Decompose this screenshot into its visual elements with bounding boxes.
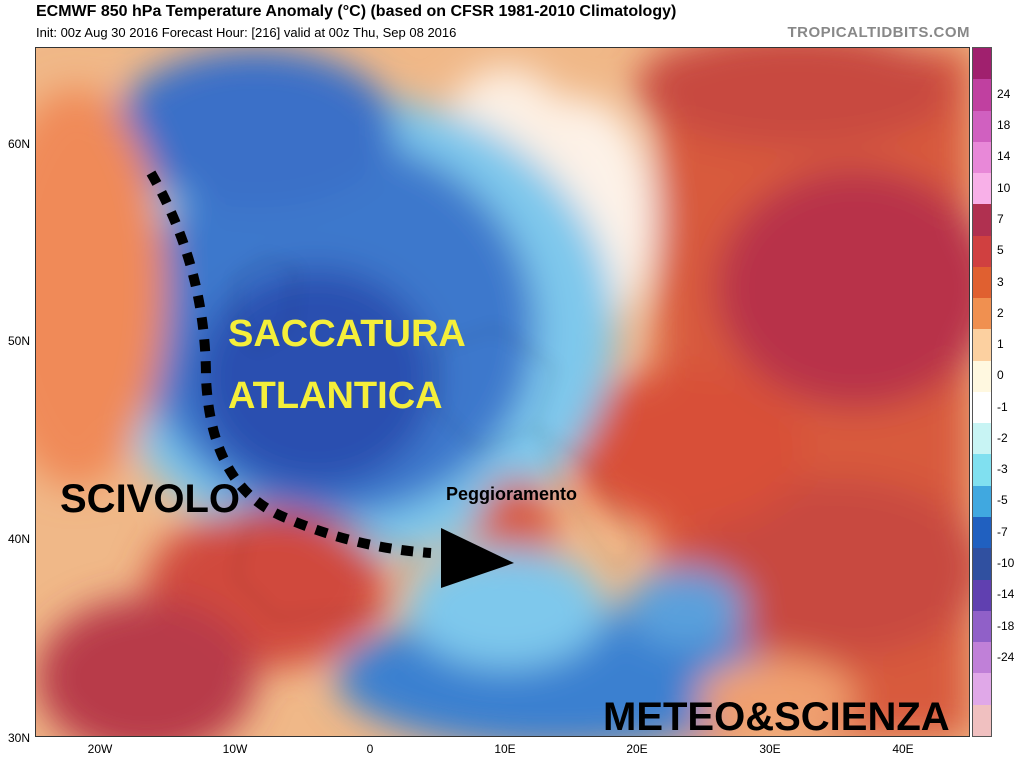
warm-russia <box>716 168 969 408</box>
lon-label-20e: 20E <box>626 742 648 756</box>
warm-scandinavia-north <box>636 48 956 148</box>
lat-label-40n: 40N <box>7 532 30 546</box>
colorbar-segment <box>973 391 991 424</box>
colorbar-tick-label: -14 <box>997 587 1015 602</box>
warm-turkey <box>686 478 969 658</box>
colorbar-segment <box>973 110 991 142</box>
chart-subtitle: Init: 00z Aug 30 2016 Forecast Hour: [21… <box>36 25 457 40</box>
label-saccatura: SACCATURA <box>228 313 466 355</box>
lon-label-20w: 20W <box>87 742 113 756</box>
colorbar-tick-label: 3 <box>997 274 1004 289</box>
colorbar-tick-label: 24 <box>997 86 1011 101</box>
colorbar-segment <box>973 48 991 80</box>
colorbar-tick-label: 1 <box>997 337 1004 352</box>
colorbar-segment <box>973 329 991 361</box>
colorbar-tick-label: -3 <box>997 462 1008 477</box>
colorbar-segment <box>973 454 991 486</box>
colorbar-segment <box>973 516 991 549</box>
colorbar-segment <box>973 485 991 517</box>
label-scivolo: SCIVOLO <box>60 477 241 521</box>
lon-label-30e: 30E <box>759 742 781 756</box>
warm-atlantic <box>36 88 166 488</box>
colorbar-tick-label: -1 <box>997 399 1008 414</box>
cool-med <box>406 548 606 668</box>
warm-balkans <box>566 368 806 528</box>
label-peggioramento: Peggioramento <box>446 484 578 504</box>
colorbar-segment <box>973 266 991 299</box>
cool-trough-core <box>196 268 436 488</box>
cool-greece <box>626 568 746 648</box>
colorbar-tick-label: -10 <box>997 556 1015 570</box>
lon-label-10e: 10E <box>494 742 516 756</box>
lat-label-30n: 30N <box>7 731 30 745</box>
scivolo-arrowhead <box>441 528 514 588</box>
colorbar <box>972 47 992 737</box>
colorbar-segment <box>973 642 991 674</box>
brand-watermark[interactable]: TROPICALTIDBITS.COM <box>787 24 970 41</box>
colorbar-tick-label: 0 <box>997 368 1004 383</box>
colorbar-segment <box>973 610 991 643</box>
colorbar-tick-label: 7 <box>997 212 1004 226</box>
colorbar-segment <box>973 79 991 111</box>
colorbar-segment <box>973 704 991 736</box>
colorbar-tick-label: -18 <box>997 618 1015 633</box>
lat-label-60n: 60N <box>7 137 30 151</box>
warm-libya <box>696 658 856 736</box>
colorbar-segment <box>973 673 991 705</box>
colorbar-tick-label: -24 <box>997 649 1015 664</box>
colorbar-segment <box>973 235 991 267</box>
scivolo-arrow-path <box>146 170 432 558</box>
colorbar-segment <box>973 579 991 611</box>
colorbar-tick-label: 2 <box>997 305 1004 320</box>
map-canvas <box>36 48 969 736</box>
colorbar-tick-label: 10 <box>997 180 1011 195</box>
lon-label-10w: 10W <box>222 742 248 756</box>
lon-label-0: 0 <box>366 742 374 756</box>
colorbar-segment <box>973 204 991 236</box>
cool-north <box>116 48 396 208</box>
lon-label-40e: 40E <box>892 742 914 756</box>
colorbar-segment <box>973 360 991 392</box>
colorbar-tick-label: 18 <box>997 118 1011 133</box>
colorbar-segment <box>973 298 991 330</box>
coastlines <box>235 257 637 619</box>
colorbar-tick-label: -7 <box>997 524 1008 539</box>
label-meteo-scienza: METEO&SCIENZA <box>603 695 950 739</box>
colorbar-tick-label: 5 <box>997 243 1004 258</box>
label-atlantica: ATLANTICA <box>228 375 443 417</box>
colorbar-segment <box>973 141 991 174</box>
colorbar-tick-label: -2 <box>997 430 1008 445</box>
colorbar-tick-label: -5 <box>997 493 1008 508</box>
colorbar-segment <box>973 173 991 205</box>
chart-title: ECMWF 850 hPa Temperature Anomaly (°C) (… <box>36 3 677 20</box>
lat-label-50n: 50N <box>7 334 30 348</box>
anomaly-map <box>35 47 970 737</box>
warm-sahara-west <box>36 598 256 736</box>
colorbar-segment <box>973 548 991 580</box>
colorbar-segment <box>973 423 991 455</box>
colorbar-tick-label: 14 <box>997 149 1011 164</box>
